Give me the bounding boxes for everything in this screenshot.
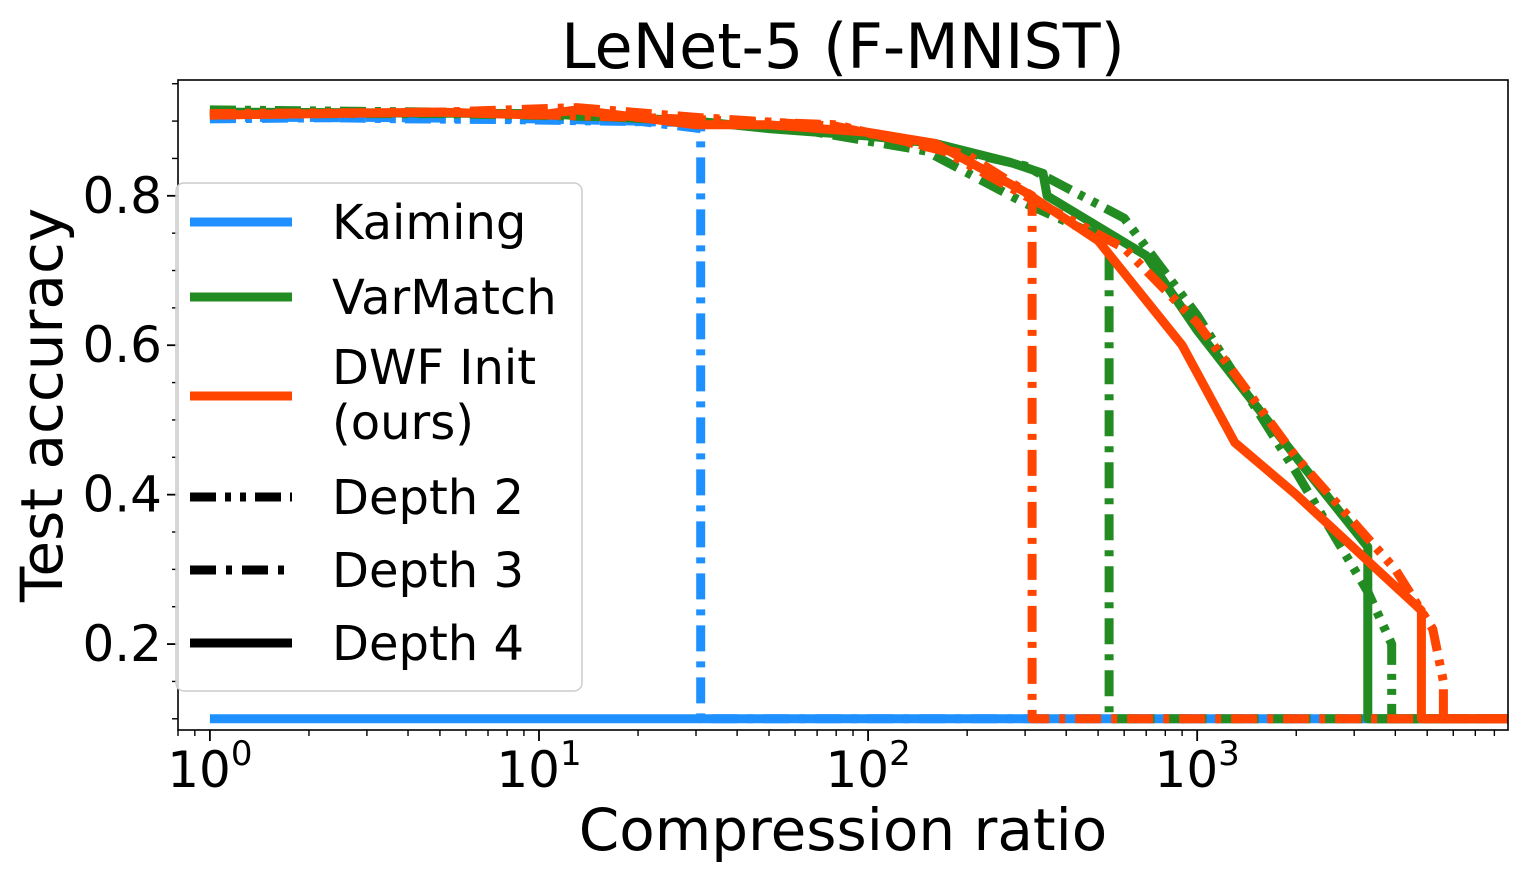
x-tick-label: 101 bbox=[496, 734, 581, 799]
x-tick-label: 100 bbox=[167, 734, 252, 799]
legend: Kaiming VarMatch DWF Init(ours) Depth 2 Dept… bbox=[175, 182, 583, 692]
x-tick-label: 102 bbox=[825, 734, 910, 799]
legend-label: Depth 3 bbox=[332, 543, 524, 599]
legend-label: Depth 4 bbox=[332, 616, 524, 672]
legend-label: Depth 2 bbox=[332, 470, 524, 526]
series-layer bbox=[209, 103, 1508, 724]
x-tick-label: 103 bbox=[1155, 734, 1240, 799]
y-axis-ticks: 0.2 0.4 0.6 0.8 bbox=[82, 83, 178, 720]
y-tick-label: 0.4 bbox=[82, 466, 162, 524]
y-tick-label: 0.2 bbox=[82, 615, 162, 673]
legend-label: DWF Init bbox=[332, 340, 536, 396]
legend-label: VarMatch bbox=[332, 270, 557, 326]
legend-label: Kaiming bbox=[332, 195, 526, 251]
y-tick-label: 0.8 bbox=[82, 167, 162, 225]
x-axis-ticks: 100 101 102 103 bbox=[167, 730, 1496, 799]
chart-title: LeNet-5 (F-MNIST) bbox=[561, 10, 1125, 83]
legend-box bbox=[175, 182, 583, 692]
y-tick-label: 0.6 bbox=[82, 316, 162, 374]
x-axis-label: Compression ratio bbox=[579, 796, 1108, 864]
y-axis-label: Test accuracy bbox=[8, 208, 76, 603]
series-line-dwf-depth-4 bbox=[209, 105, 1508, 724]
legend-label: (ours) bbox=[332, 395, 474, 451]
